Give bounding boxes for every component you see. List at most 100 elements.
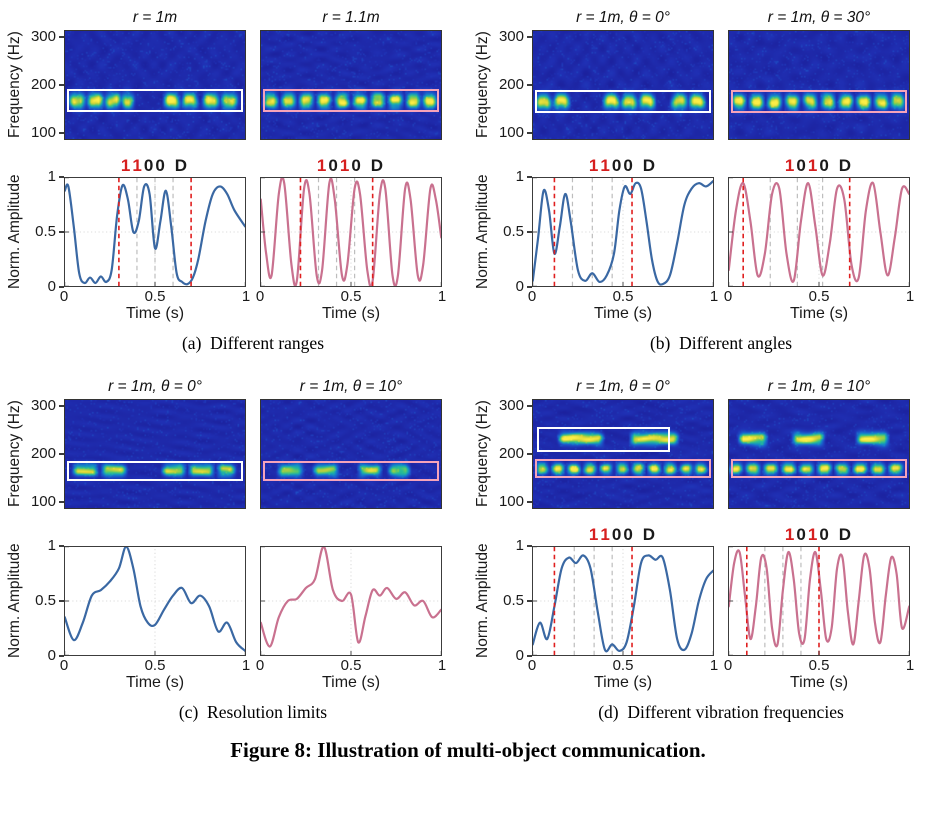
spect-ytick-gutter-d: 300 200 100 — [496, 377, 532, 510]
spectrogram-row-d: Frequency (Hz) 300 200 100 r = 1m, θ = 0° r =… — [470, 377, 936, 510]
frequency-axis-label: Frequency (Hz) — [474, 400, 491, 508]
time-axis-label: Time (s) — [321, 674, 381, 691]
y-tick-mark — [527, 545, 532, 547]
y-tick-mark — [59, 600, 64, 602]
bit-char: 1 — [807, 525, 820, 544]
spectrogram-title: r = 1m, θ = 0° — [576, 9, 670, 26]
spectrogram-subplot: r = 1m, θ = 10° — [260, 377, 442, 509]
highlight-box — [262, 88, 440, 113]
spect-ytick-gutter-a: 300 200 100 — [28, 8, 64, 141]
y-tick-label: 1 — [515, 537, 524, 554]
waveform-row-c: Norm. Amplitude 1 0.5 0 0 0.5 1 Time (s) 0 0.5 1 Ti… — [2, 522, 468, 694]
waveform-subplot: 1 1 0 0 D 0 0.5 1 Time (s) — [60, 153, 250, 325]
y-tick-mark — [527, 36, 532, 39]
bit-char: 1 — [784, 156, 797, 175]
bit-char: 0 — [155, 156, 167, 175]
subcaption-c: (c) Resolution limits — [178, 702, 328, 722]
waveform-canvas — [260, 546, 442, 656]
x-tick-label: 1 — [437, 288, 447, 305]
bit-char: 0 — [623, 156, 635, 175]
subcaption-b: (b) Different angles — [649, 333, 793, 353]
x-tick-label: 0 — [527, 657, 537, 674]
y-tick-label: 100 — [498, 492, 524, 510]
x-tick-label: 0 — [255, 657, 265, 674]
x-tick-label: 0.5 — [808, 657, 830, 674]
spectrogram-canvas — [533, 400, 713, 508]
spectrogram-title: r = 1m, θ = 10° — [299, 378, 403, 395]
y-tick-label: 100 — [30, 492, 56, 510]
y-tick-mark — [59, 231, 64, 233]
spectrogram-plot — [64, 30, 246, 140]
y-tick-label: 1 — [515, 168, 524, 185]
y-tick-mark — [527, 600, 532, 602]
y-tick-label: 0.5 — [35, 223, 56, 240]
bit-char: 0 — [819, 525, 831, 544]
bit-char: 0 — [611, 525, 624, 544]
x-tick-row: 0 0.5 1 — [60, 656, 250, 674]
waveform-plot — [260, 177, 442, 287]
time-axis-label: Time (s) — [593, 305, 653, 322]
bit-char: 1 — [600, 156, 612, 175]
bit-sequence-label — [260, 522, 442, 546]
waveform-row-b: Norm. Amplitude 1 0.5 0 1 1 0 0 D 0 0.5 1 Time (s) 1 0… — [470, 153, 936, 325]
spect-ytick-gutter-c: 300 200 100 — [28, 377, 64, 510]
spectrogram-canvas — [261, 31, 441, 139]
y-tick-label: 100 — [30, 123, 56, 141]
y-tick-mark — [59, 655, 64, 657]
x-tick-row: 0 0.5 1 — [724, 656, 914, 674]
waveform-plot — [728, 546, 910, 656]
wave-ytick-gutter-c: 1 0.5 0 — [28, 522, 64, 664]
y-tick-label: 300 — [498, 397, 524, 415]
x-tick-label: 1 — [905, 288, 915, 305]
spectrogram-subplot: r = 1m, θ = 0° — [532, 8, 714, 140]
x-tick-row: 0 0.5 1 — [528, 656, 718, 674]
bit-char: D — [838, 525, 854, 544]
waveform-subplot: 1 0 1 0 D 0 0.5 1 Time (s) — [724, 522, 914, 694]
x-tick-row: 0 0.5 1 — [60, 287, 250, 305]
figure-caption: Figure 8: Illustration of multi-object c… — [230, 738, 706, 762]
waveform-canvas — [64, 177, 246, 287]
y-tick-mark — [59, 500, 64, 503]
bit-char: 1 — [588, 156, 601, 175]
time-axis-label: Time (s) — [125, 674, 185, 691]
spect-ytick-gutter-b: 300 200 100 — [496, 8, 532, 141]
bit-char: 0 — [796, 156, 808, 175]
spectrogram-subplot: r = 1.1m — [260, 8, 442, 140]
y-tick-label: 0 — [47, 278, 56, 295]
waveform-canvas — [532, 177, 714, 287]
x-tick-row: 0 0.5 1 — [256, 287, 446, 305]
spectrogram-plot — [532, 399, 714, 509]
y-tick-label: 200 — [498, 76, 524, 93]
x-tick-label: 0.5 — [612, 657, 634, 674]
y-tick-label: 0.5 — [503, 592, 524, 609]
x-tick-label: 0 — [59, 288, 69, 305]
x-tick-row: 0 0.5 1 — [528, 287, 718, 305]
panel-a: Frequency (Hz) 300 200 100 r = 1m r = 1.1m Nor… — [0, 8, 468, 357]
x-tick-label: 0 — [723, 288, 733, 305]
x-tick-label: 0.5 — [808, 288, 830, 305]
bit-char: 0 — [623, 525, 635, 544]
spectrogram-title: r = 1m, θ = 30° — [767, 9, 871, 26]
y-tick-label: 300 — [30, 397, 56, 415]
spectrogram-canvas — [729, 31, 909, 139]
spectrogram-title: r = 1m, θ = 10° — [767, 378, 871, 395]
spectrogram-row-a: Frequency (Hz) 300 200 100 r = 1m r = 1.1m — [2, 8, 468, 141]
spectrogram-canvas — [65, 400, 245, 508]
spectrogram-title: r = 1.1m — [322, 9, 380, 26]
frequency-axis-label: Frequency (Hz) — [474, 31, 491, 139]
amplitude-axis-label: Norm. Amplitude — [474, 174, 491, 290]
x-tick-label: 0.5 — [340, 288, 362, 305]
bit-sequence-label — [64, 522, 246, 546]
y-tick-mark — [527, 500, 532, 503]
y-tick-mark — [527, 131, 532, 134]
bit-char: D — [642, 525, 658, 544]
y-tick-label: 300 — [498, 28, 524, 46]
waveform-row-a: Norm. Amplitude 1 0.5 0 1 1 0 0 D 0 0.5 1 Time (s) 1 0… — [2, 153, 468, 325]
spectrogram-canvas — [729, 400, 909, 508]
bit-char: D — [370, 156, 386, 175]
x-tick-row: 0 0.5 1 — [256, 656, 446, 674]
time-axis-label: Time (s) — [789, 674, 849, 691]
